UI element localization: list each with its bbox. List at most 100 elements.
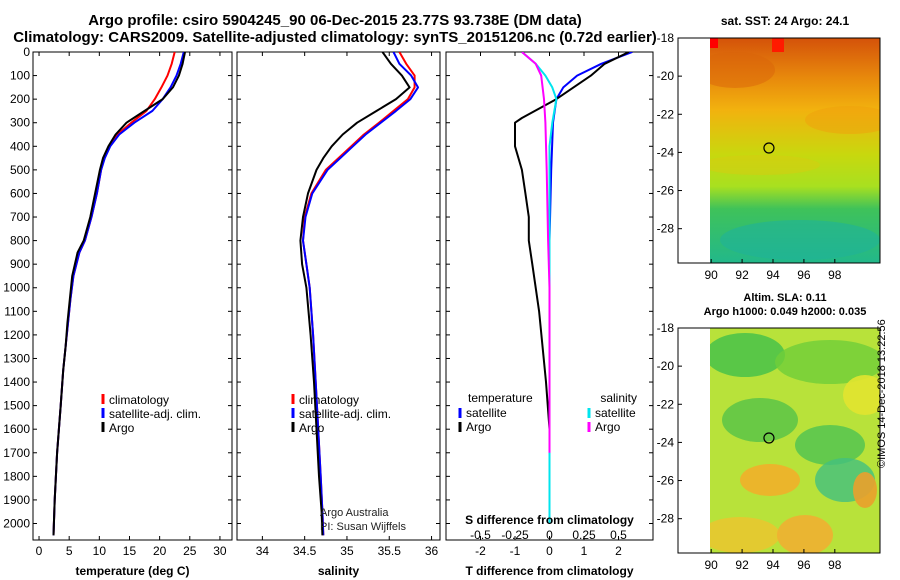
argo-location-marker (763, 432, 775, 444)
y-tick-label: 100 (10, 69, 30, 83)
series-line-satellite-adj-clim- (52, 52, 185, 536)
x-tick-label: 0 (546, 544, 553, 558)
map-y-tick-label: -24 (657, 145, 675, 159)
legend-label: satellite (595, 406, 636, 420)
map-frame (677, 37, 881, 264)
y-tick-label: 600 (10, 186, 30, 200)
credit-institution: Argo Australia (320, 507, 389, 519)
x-tick-label: 20 (153, 544, 167, 558)
y-tick-label: 1300 (3, 351, 30, 365)
x-tick-label: 36 (425, 544, 439, 558)
figure-title-line1: Argo profile: csiro 5904245_90 06-Dec-20… (88, 12, 582, 29)
series-group (299, 52, 419, 536)
y-tick-label: 1900 (3, 493, 30, 507)
legend-label: satellite (466, 406, 507, 420)
map-y-tick-label: -22 (657, 397, 675, 411)
legend-label: Argo (109, 421, 135, 435)
x-tick-label: 2 (615, 544, 622, 558)
series-line-argo (52, 52, 186, 536)
salinity-panel: 34 34.5 35 35.5 36 salinity climatologysatelli… (236, 51, 441, 578)
x-axis-label: T difference from climatology (465, 564, 633, 578)
sst-patches (710, 38, 880, 260)
legend-label: Argo (466, 420, 492, 434)
x-axis-label: salinity (318, 564, 360, 578)
map-x-tick-label: 94 (766, 558, 780, 572)
difference-panel: -2 -1 0 1 2 T difference from climatology -0.5… (445, 51, 654, 578)
imos-timestamp: ©IMOS 14-Dec-2018 13:22:56 (876, 319, 888, 468)
sst-map: 90 92 94 96 98 -18 -20 -22 -24 -26 -28 (657, 31, 881, 282)
map-y-tick-label: -26 (657, 184, 675, 198)
top-x-tick-label: 0 (546, 528, 553, 542)
series-line-t-satellite (548, 52, 633, 524)
y-tick-label: 2000 (3, 516, 30, 530)
map-y-tick-label: -24 (657, 435, 675, 449)
plot-frame (236, 51, 441, 541)
legend-title-salinity: salinity (600, 391, 637, 405)
x-tick-label: 35 (340, 544, 354, 558)
y-tick-label: 1600 (3, 422, 30, 436)
y-tick-label: 300 (10, 116, 30, 130)
figure-title-line2: Climatology: CARS2009. Satellite-adjuste… (13, 29, 657, 46)
top-x-tick-label: 0.5 (610, 528, 627, 542)
y-tick-label: 900 (10, 257, 30, 271)
x-tick-label: 10 (93, 544, 107, 558)
map-y-tick-label: -20 (657, 69, 675, 83)
sst-map-title: sat. SST: 24 Argo: 24.1 (720, 14, 850, 28)
x-tick-label: 30 (213, 544, 227, 558)
y-tick-label: 1200 (3, 328, 30, 342)
legend-label: climatology (299, 393, 359, 407)
x-tick-label: 35.5 (378, 544, 402, 558)
sla-patches (710, 333, 880, 553)
y-tick-label: 800 (10, 234, 30, 248)
x-tick-label: 34.5 (293, 544, 317, 558)
legend-label: climatology (109, 393, 169, 407)
x-tick-label: 15 (123, 544, 137, 558)
credit-pi: PI: Susan Wijffels (320, 521, 406, 533)
map-x-tick-label: 98 (828, 268, 842, 282)
plot-frame (32, 51, 233, 541)
legend-label: Argo (299, 421, 325, 435)
map-x-tick-label: 98 (828, 558, 842, 572)
x-tick-label: 34 (256, 544, 270, 558)
map-y-tick-label: -18 (657, 31, 675, 45)
map-x-tick-label: 96 (797, 558, 811, 572)
top-x-tick-label: -0.25 (501, 528, 529, 542)
map-x-tick-label: 90 (705, 558, 719, 572)
sla-map-subtitle: Argo h1000: 0.049 h2000: 0.035 (703, 306, 867, 318)
y-tick-label: 400 (10, 139, 30, 153)
y-tick-label: 500 (10, 163, 30, 177)
y-tick-label: 0 (23, 45, 30, 59)
map-y-tick-label: -18 (657, 321, 675, 335)
map-y-tick-label: -28 (657, 512, 675, 526)
x-tick-label: 5 (66, 544, 73, 558)
map-x-tick-label: 96 (797, 268, 811, 282)
map-x-tick-label: 92 (735, 268, 749, 282)
x-axis-label: temperature (deg C) (75, 564, 189, 578)
x-tick-label: 0 (36, 544, 43, 558)
map-x-tick-label: 92 (735, 558, 749, 572)
series-line-s-satellite (521, 52, 558, 524)
x-tick-label: -1 (510, 544, 521, 558)
map-y-tick-label: -28 (657, 222, 675, 236)
credit-block: Argo Australia PI: Susan Wijffels (320, 506, 406, 534)
series-group (52, 52, 186, 536)
map-x-tick-label: 90 (705, 268, 719, 282)
map-y-tick-label: -22 (657, 107, 675, 121)
map-x-tick-label: 94 (766, 268, 780, 282)
top-axis-title: S difference from climatology (465, 513, 634, 527)
y-tick-label: 1800 (3, 469, 30, 483)
y-tick-label: 700 (10, 210, 30, 224)
legend-label: satellite-adj. clim. (109, 407, 201, 421)
argo-location-marker (763, 142, 775, 154)
legend-title-temperature: temperature (468, 391, 533, 405)
series-line-t-argo (514, 52, 630, 430)
y-tick-label: 1400 (3, 375, 30, 389)
x-tick-label: 1 (581, 544, 588, 558)
sla-map-title: Altim. SLA: 0.11 (743, 292, 827, 304)
map-y-tick-label: -20 (657, 359, 675, 373)
y-tick-label: 1500 (3, 399, 30, 413)
top-x-tick-label: 0.25 (572, 528, 596, 542)
series-line-s-argo (521, 52, 551, 453)
map-y-tick-label: -26 (657, 474, 675, 488)
